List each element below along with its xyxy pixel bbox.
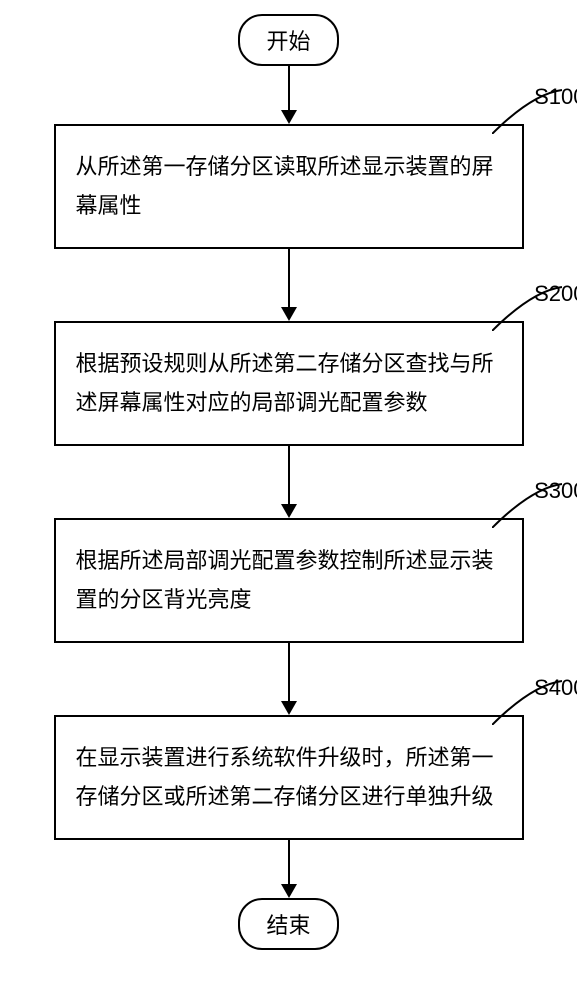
arrow-line: [288, 840, 290, 884]
flowchart-container: 开始 S100 从所述第一存储分区读取所述显示装置的屏幕属性 S200 根据预设…: [0, 14, 577, 950]
arrow: [281, 66, 297, 124]
start-label: 开始: [266, 29, 310, 54]
step-text-s300: 根据所述局部调光配置参数控制所述显示装置的分区背光亮度: [76, 548, 494, 612]
process-step-s100: S100 从所述第一存储分区读取所述显示装置的屏幕属性: [54, 124, 524, 249]
arrow-head: [281, 110, 297, 124]
arrow: [281, 249, 297, 321]
arrow-line: [288, 66, 290, 110]
arrow-line: [288, 249, 290, 307]
end-terminator: 结束: [238, 898, 338, 950]
process-step-s300: S300 根据所述局部调光配置参数控制所述显示装置的分区背光亮度: [54, 518, 524, 643]
start-terminator: 开始: [238, 14, 338, 66]
step-id-s300: S300: [534, 472, 577, 511]
step-text-s200: 根据预设规则从所述第二存储分区查找与所述屏幕属性对应的局部调光配置参数: [76, 351, 494, 415]
arrow-head: [281, 504, 297, 518]
process-step-s200: S200 根据预设规则从所述第二存储分区查找与所述屏幕属性对应的局部调光配置参数: [54, 321, 524, 446]
step-id-s400: S400: [534, 669, 577, 708]
arrow-line: [288, 446, 290, 504]
arrow-head: [281, 307, 297, 321]
arrow-head: [281, 884, 297, 898]
step-id-s100: S100: [534, 78, 577, 117]
end-label: 结束: [266, 913, 310, 938]
arrow-line: [288, 643, 290, 701]
arrow: [281, 840, 297, 898]
arrow: [281, 446, 297, 518]
step-text-s400: 在显示装置进行系统软件升级时，所述第一存储分区或所述第二存储分区进行单独升级: [76, 745, 494, 809]
step-id-s200: S200: [534, 275, 577, 314]
arrow-head: [281, 701, 297, 715]
arrow: [281, 643, 297, 715]
process-step-s400: S400 在显示装置进行系统软件升级时，所述第一存储分区或所述第二存储分区进行单…: [54, 715, 524, 840]
step-text-s100: 从所述第一存储分区读取所述显示装置的屏幕属性: [76, 154, 494, 218]
